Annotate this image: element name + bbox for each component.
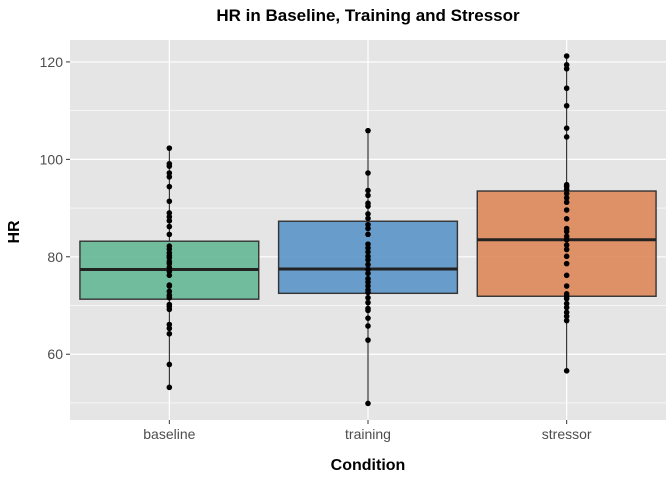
- data-point: [365, 231, 371, 238]
- data-point: [563, 181, 570, 188]
- data-point: [365, 283, 371, 289]
- data-point: [563, 225, 570, 232]
- data-point: [365, 211, 371, 217]
- data-point: [166, 330, 173, 337]
- data-point: [563, 85, 570, 92]
- data-point: [365, 249, 371, 255]
- data-point: [563, 199, 570, 206]
- data-points: [166, 53, 570, 407]
- data-point: [563, 233, 570, 240]
- data-point: [166, 250, 173, 256]
- data-point: [166, 145, 173, 151]
- data-point: [166, 217, 173, 224]
- data-point: [365, 261, 371, 268]
- data-point: [563, 260, 570, 267]
- data-point: [365, 323, 371, 329]
- x-tick-label: training: [345, 426, 391, 442]
- data-point: [365, 187, 371, 194]
- data-point: [365, 225, 371, 232]
- data-point: [166, 214, 173, 220]
- data-point: [166, 231, 173, 238]
- data-point: [563, 215, 570, 222]
- y-tick-label: 60: [47, 346, 63, 362]
- data-point: [365, 127, 371, 134]
- data-point: [563, 317, 570, 324]
- y-tick-label: 80: [47, 249, 63, 265]
- data-point: [365, 315, 371, 321]
- data-point: [166, 288, 173, 295]
- data-point: [166, 258, 173, 265]
- data-point: [166, 210, 173, 216]
- data-point: [563, 53, 570, 59]
- data-point: [166, 183, 173, 190]
- data-point: [166, 301, 173, 308]
- data-point: [365, 215, 371, 222]
- data-point: [365, 221, 371, 228]
- data-point: [563, 272, 570, 279]
- data-point: [166, 272, 173, 279]
- data-point: [166, 282, 173, 288]
- data-point: [563, 125, 570, 131]
- data-point: [166, 384, 173, 391]
- data-point: [365, 337, 371, 343]
- y-axis-title: HR: [6, 220, 23, 244]
- data-point: [563, 309, 570, 316]
- data-point: [563, 291, 570, 297]
- data-point: [365, 200, 371, 207]
- data-point: [365, 253, 371, 260]
- data-point: [563, 313, 570, 320]
- y-tick-label: 100: [40, 151, 64, 167]
- data-point: [365, 270, 371, 277]
- data-point: [563, 102, 570, 109]
- data-point: [166, 325, 173, 332]
- axes: 60 80 100 120 baseline training stressor: [40, 54, 592, 442]
- data-point: [365, 275, 371, 282]
- x-tick-label: stressor: [542, 426, 592, 442]
- data-point: [563, 195, 570, 201]
- data-point: [563, 242, 570, 248]
- data-point: [563, 190, 570, 197]
- data-point: [365, 170, 371, 176]
- data-point: [563, 304, 570, 311]
- data-point: [365, 241, 371, 247]
- data-point: [563, 65, 570, 72]
- x-axis-title: Condition: [331, 457, 406, 474]
- data-point: [563, 62, 570, 68]
- y-tick-label: 120: [40, 54, 64, 70]
- data-point: [563, 283, 570, 289]
- data-point: [365, 299, 371, 306]
- data-point: [365, 266, 371, 273]
- data-point: [166, 160, 173, 167]
- data-point: [365, 287, 371, 293]
- data-point: [365, 192, 371, 199]
- data-point: [563, 246, 570, 253]
- data-point: [563, 367, 570, 374]
- chart-title: HR in Baseline, Training and Stressor: [216, 6, 520, 25]
- data-point: [365, 294, 371, 301]
- data-point: [166, 264, 173, 271]
- data-point: [166, 243, 173, 249]
- data-point: [365, 245, 371, 251]
- data-point: [563, 134, 570, 140]
- data-point: [365, 400, 371, 407]
- data-point: [563, 207, 570, 213]
- data-point: [166, 361, 173, 368]
- data-point: [166, 223, 173, 230]
- data-point: [166, 321, 173, 328]
- data-point: [166, 170, 173, 176]
- data-point: [563, 300, 570, 307]
- data-point: [563, 253, 570, 260]
- data-point: [166, 174, 173, 180]
- x-tick-label: baseline: [143, 426, 195, 442]
- data-point: [166, 292, 173, 299]
- data-point: [365, 305, 371, 312]
- data-point: [166, 268, 173, 275]
- data-point: [166, 198, 173, 205]
